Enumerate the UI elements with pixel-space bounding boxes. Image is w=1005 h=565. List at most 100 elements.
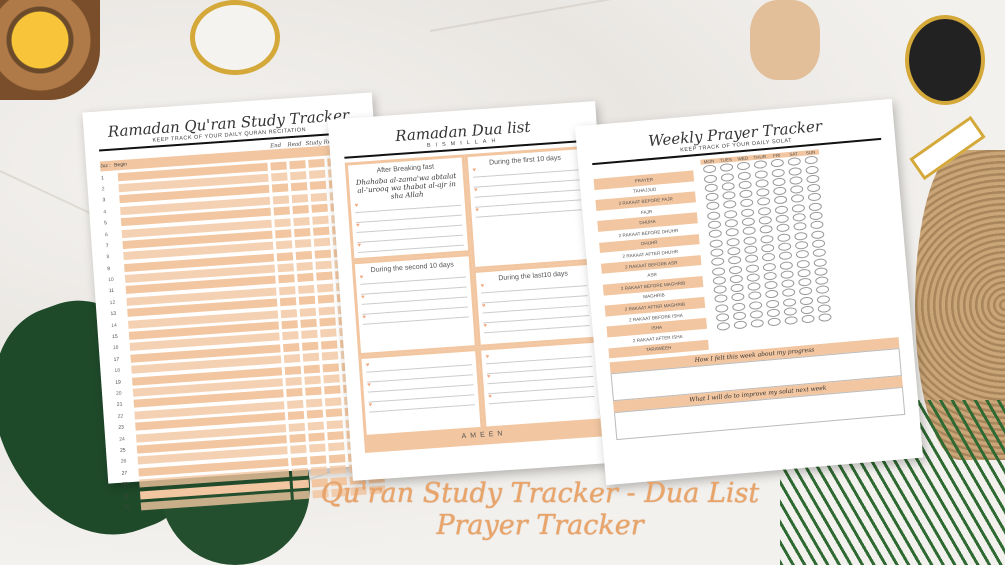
- tracker-cell[interactable]: [298, 296, 316, 306]
- prayer-checkbox[interactable]: [719, 163, 734, 173]
- tracker-cell[interactable]: [312, 226, 330, 236]
- prayer-checkbox[interactable]: [777, 242, 792, 252]
- prayer-checkbox[interactable]: [797, 268, 811, 278]
- prayer-checkbox[interactable]: [743, 235, 757, 245]
- prayer-checkbox[interactable]: [748, 300, 763, 310]
- prayer-checkbox[interactable]: [737, 171, 752, 181]
- prayer-checkbox[interactable]: [755, 178, 769, 188]
- tracker-cell[interactable]: [315, 260, 332, 270]
- prayer-checkbox[interactable]: [774, 205, 789, 215]
- prayer-checkbox[interactable]: [731, 302, 746, 312]
- prayer-checkbox[interactable]: [739, 189, 753, 199]
- tracker-cell[interactable]: [290, 171, 307, 181]
- prayer-checkbox[interactable]: [746, 272, 761, 282]
- tracker-cell[interactable]: [322, 362, 340, 373]
- prayer-checkbox[interactable]: [727, 246, 741, 256]
- prayer-checkbox[interactable]: [726, 237, 740, 247]
- prayer-checkbox[interactable]: [812, 248, 827, 258]
- prayer-checkbox[interactable]: [764, 280, 778, 290]
- tracker-cell[interactable]: [294, 227, 311, 237]
- prayer-checkbox[interactable]: [806, 183, 821, 193]
- prayer-checkbox[interactable]: [815, 285, 830, 295]
- tracker-cell[interactable]: [295, 250, 313, 260]
- prayer-checkbox[interactable]: [767, 317, 782, 327]
- tracker-cell[interactable]: [328, 442, 345, 452]
- tracker-cell[interactable]: [283, 354, 301, 364]
- tracker-cell[interactable]: [277, 263, 294, 273]
- prayer-checkbox[interactable]: [763, 271, 778, 281]
- prayer-checkbox[interactable]: [800, 305, 815, 315]
- tracker-cell[interactable]: [305, 398, 323, 408]
- prayer-checkbox[interactable]: [773, 186, 787, 196]
- prayer-checkbox[interactable]: [725, 228, 740, 238]
- tracker-cell[interactable]: [292, 479, 310, 489]
- prayer-checkbox[interactable]: [711, 266, 726, 276]
- tracker-cell[interactable]: [321, 351, 339, 361]
- prayer-checkbox[interactable]: [747, 282, 761, 292]
- tracker-cell[interactable]: [282, 331, 299, 341]
- prayer-checkbox[interactable]: [772, 177, 786, 187]
- prayer-checkbox[interactable]: [779, 260, 794, 270]
- tracker-cell[interactable]: [290, 456, 308, 466]
- prayer-checkbox[interactable]: [705, 192, 719, 202]
- tracker-cell[interactable]: [316, 272, 333, 282]
- prayer-checkbox[interactable]: [753, 160, 768, 170]
- prayer-checkbox[interactable]: [805, 165, 819, 175]
- prayer-checkbox[interactable]: [706, 201, 720, 211]
- prayer-checkbox[interactable]: [784, 316, 798, 326]
- tracker-cell[interactable]: [288, 422, 306, 432]
- tracker-cell[interactable]: [291, 193, 309, 203]
- prayer-checkbox[interactable]: [760, 234, 774, 244]
- tracker-cell[interactable]: [280, 308, 298, 318]
- prayer-checkbox[interactable]: [714, 303, 729, 313]
- tracker-cell[interactable]: [278, 274, 295, 284]
- prayer-checkbox[interactable]: [742, 226, 757, 236]
- tracker-cell[interactable]: [281, 320, 298, 330]
- tracker-cell[interactable]: [326, 419, 343, 429]
- tracker-cell[interactable]: [309, 181, 327, 191]
- tracker-cell[interactable]: [314, 249, 332, 259]
- tracker-cell[interactable]: [290, 182, 308, 192]
- tracker-cell[interactable]: [311, 203, 328, 213]
- tracker-cell[interactable]: [294, 239, 312, 249]
- prayer-checkbox[interactable]: [798, 277, 812, 287]
- prayer-checkbox[interactable]: [810, 229, 825, 240]
- prayer-checkbox[interactable]: [817, 304, 832, 314]
- tracker-cell[interactable]: [324, 385, 341, 395]
- prayer-checkbox[interactable]: [780, 269, 794, 280]
- tracker-cell[interactable]: [276, 251, 294, 262]
- prayer-checkbox[interactable]: [760, 243, 775, 253]
- tracker-cell[interactable]: [301, 341, 319, 351]
- tracker-cell[interactable]: [305, 386, 322, 397]
- tracker-cell[interactable]: [275, 240, 293, 250]
- tracker-cell[interactable]: [309, 455, 327, 465]
- tracker-cell[interactable]: [323, 374, 340, 384]
- prayer-checkbox[interactable]: [709, 238, 723, 248]
- tracker-cell[interactable]: [307, 421, 325, 431]
- tracker-cell[interactable]: [319, 317, 336, 327]
- tracker-cell[interactable]: [327, 431, 344, 441]
- prayer-checkbox[interactable]: [707, 220, 722, 230]
- prayer-checkbox[interactable]: [756, 188, 770, 198]
- prayer-checkbox[interactable]: [795, 249, 810, 260]
- tracker-cell[interactable]: [309, 443, 326, 453]
- tracker-cell[interactable]: [300, 318, 317, 328]
- tracker-cell[interactable]: [275, 229, 292, 239]
- tracker-cell[interactable]: [296, 261, 313, 272]
- tracker-cell[interactable]: [297, 273, 314, 283]
- prayer-checkbox[interactable]: [745, 263, 760, 273]
- tracker-cell[interactable]: [299, 307, 317, 317]
- tracker-cell[interactable]: [308, 432, 325, 442]
- tracker-cell[interactable]: [328, 453, 346, 463]
- tracker-cell[interactable]: [329, 465, 347, 475]
- prayer-checkbox[interactable]: [806, 174, 820, 184]
- prayer-checkbox[interactable]: [713, 285, 728, 295]
- prayer-checkbox[interactable]: [721, 181, 736, 191]
- prayer-checkbox[interactable]: [783, 306, 798, 317]
- prayer-checkbox[interactable]: [770, 158, 785, 168]
- tracker-cell[interactable]: [304, 375, 321, 385]
- tracker-cell[interactable]: [273, 206, 290, 216]
- prayer-checkbox[interactable]: [808, 202, 823, 212]
- prayer-checkbox[interactable]: [738, 180, 752, 190]
- prayer-checkbox[interactable]: [728, 265, 743, 275]
